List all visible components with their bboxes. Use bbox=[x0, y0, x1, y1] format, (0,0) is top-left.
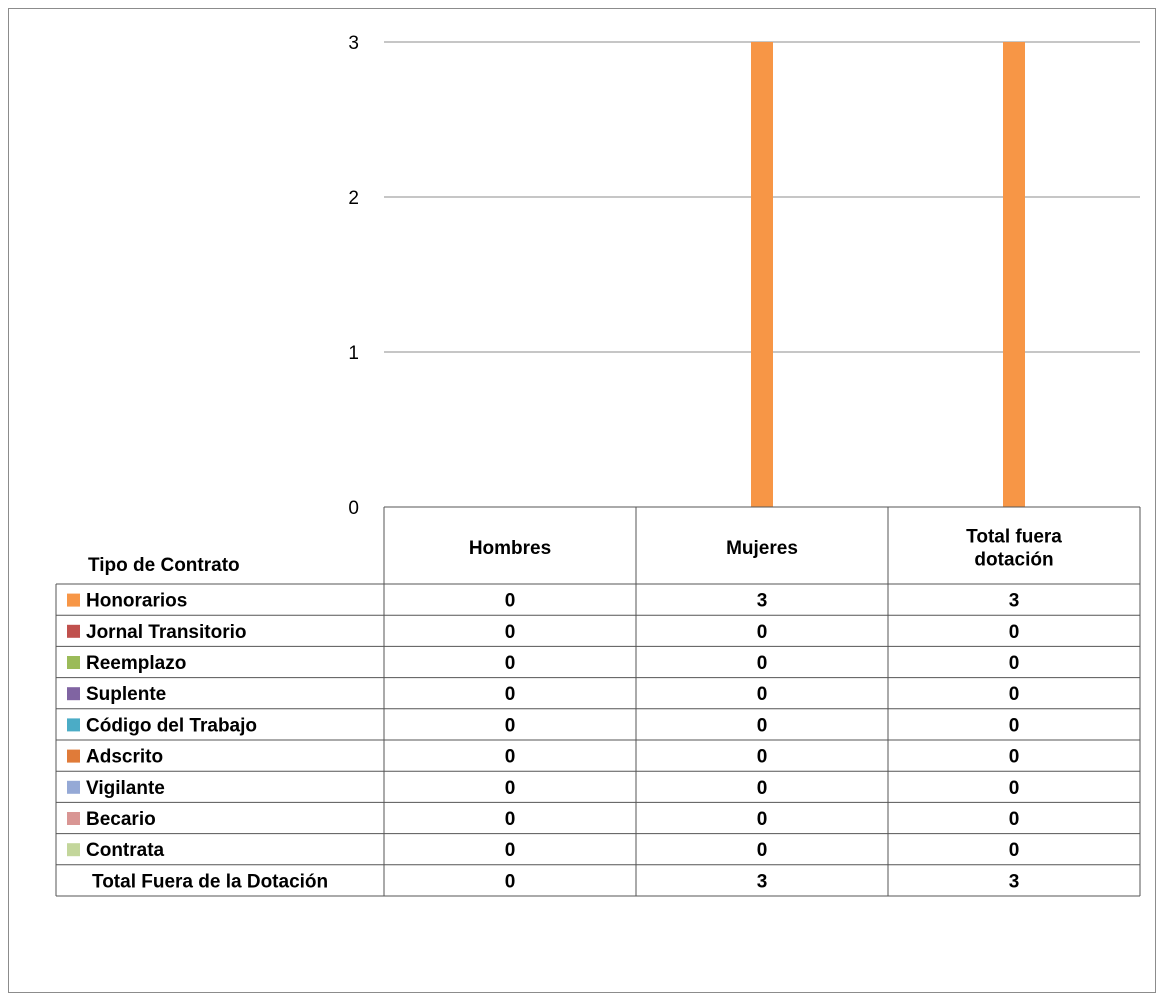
data-label: 0 bbox=[505, 684, 516, 705]
legend-key bbox=[67, 749, 80, 763]
series-name: Vigilante bbox=[86, 778, 165, 799]
series-name: Honorarios bbox=[86, 591, 187, 612]
data-label: 0 bbox=[1009, 840, 1020, 861]
data-label: 0 bbox=[505, 622, 516, 643]
data-label: 0 bbox=[1009, 653, 1020, 674]
legend-key bbox=[67, 624, 80, 638]
data-label: 0 bbox=[1009, 809, 1020, 830]
data-label: 0 bbox=[757, 809, 768, 830]
data-label: 0 bbox=[757, 778, 768, 799]
data-label: 0 bbox=[505, 809, 516, 830]
chart-frame bbox=[8, 8, 1156, 993]
data-label: 3 bbox=[1009, 591, 1020, 612]
data-label: 0 bbox=[505, 715, 516, 736]
bar bbox=[751, 42, 773, 507]
legend-key bbox=[67, 812, 80, 825]
y-tick-label: 0 bbox=[348, 498, 359, 519]
series-name: Adscrito bbox=[86, 747, 163, 768]
data-label: 0 bbox=[1009, 778, 1020, 799]
total-value: 0 bbox=[505, 871, 516, 892]
legend-key bbox=[67, 687, 80, 701]
category-label: Total fuera bbox=[966, 527, 1062, 548]
data-label: 0 bbox=[757, 747, 768, 768]
series-name: Contrata bbox=[86, 840, 165, 861]
y-tick-label: 3 bbox=[348, 33, 359, 54]
total-value: 3 bbox=[1009, 871, 1020, 892]
data-label: 0 bbox=[505, 591, 516, 612]
data-label: 3 bbox=[757, 591, 768, 612]
data-label: 0 bbox=[505, 653, 516, 674]
legend-key bbox=[67, 718, 80, 732]
category-label: dotación bbox=[974, 550, 1053, 571]
legend-key bbox=[67, 593, 80, 607]
legend-key bbox=[67, 843, 80, 857]
data-label: 0 bbox=[1009, 715, 1020, 736]
data-label: 0 bbox=[505, 778, 516, 799]
y-tick-label: 1 bbox=[348, 343, 359, 364]
series-name: Reemplazo bbox=[86, 653, 186, 674]
data-label: 0 bbox=[505, 747, 516, 768]
total-value: 3 bbox=[757, 871, 768, 892]
data-label: 0 bbox=[1009, 622, 1020, 643]
category-label: Mujeres bbox=[726, 538, 798, 559]
series-name: Jornal Transitorio bbox=[86, 622, 246, 643]
legend-key bbox=[67, 656, 80, 669]
data-label: 0 bbox=[757, 840, 768, 861]
data-label: 0 bbox=[757, 622, 768, 643]
data-label: 0 bbox=[1009, 684, 1020, 705]
table-header: Tipo de Contrato bbox=[88, 555, 240, 576]
legend-key bbox=[67, 780, 80, 794]
data-label: 0 bbox=[757, 653, 768, 674]
data-label: 0 bbox=[757, 715, 768, 736]
series-name: Becario bbox=[86, 809, 156, 830]
y-tick-label: 2 bbox=[348, 188, 359, 209]
series-name: Suplente bbox=[86, 684, 166, 705]
series-name: Código del Trabajo bbox=[86, 715, 257, 736]
data-label: 0 bbox=[757, 684, 768, 705]
category-label: Hombres bbox=[469, 538, 551, 559]
total-row-label: Total Fuera de la Dotación bbox=[92, 871, 328, 892]
data-label: 0 bbox=[505, 840, 516, 861]
bar bbox=[1003, 42, 1025, 507]
data-label: 0 bbox=[1009, 747, 1020, 768]
